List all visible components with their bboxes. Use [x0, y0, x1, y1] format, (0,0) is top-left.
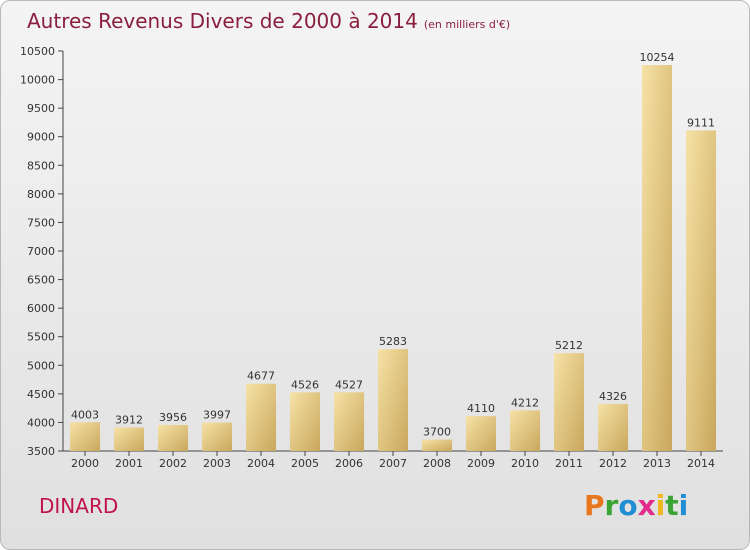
x-tick-label: 2005 — [291, 457, 319, 470]
bar-value-label: 3997 — [203, 409, 231, 422]
chart-title-text: Autres Revenus Divers de 2000 à 2014 — [27, 9, 418, 33]
y-tick-label: 9500 — [27, 102, 55, 115]
x-tick-label: 2012 — [599, 457, 627, 470]
bar-value-label: 3912 — [115, 413, 143, 426]
x-tick-label: 2011 — [555, 457, 583, 470]
y-tick-label: 8500 — [27, 159, 55, 172]
x-tick-label: 2002 — [159, 457, 187, 470]
bar — [334, 392, 364, 451]
logo-letter: i — [655, 489, 666, 522]
y-tick-label: 8000 — [27, 188, 55, 201]
y-tick-label: 3500 — [27, 445, 55, 458]
bar-value-label: 4003 — [71, 408, 99, 421]
bar — [510, 410, 540, 451]
bar — [422, 439, 452, 451]
bar — [378, 349, 408, 451]
x-tick-label: 2003 — [203, 457, 231, 470]
logo-letter: r — [604, 489, 619, 522]
y-tick-label: 7000 — [27, 245, 55, 258]
x-tick-label: 2009 — [467, 457, 495, 470]
logo-letter: t — [665, 489, 679, 522]
bar — [290, 392, 320, 451]
chart-title: Autres Revenus Divers de 2000 à 2014 (en … — [27, 9, 510, 33]
bar — [70, 422, 100, 451]
logo-letter: x — [637, 489, 656, 522]
proxiti-logo: Proxiti — [584, 489, 688, 522]
bar — [466, 416, 496, 451]
y-tick-label: 10000 — [20, 74, 55, 87]
y-tick-label: 10500 — [20, 45, 55, 58]
y-tick-label: 6000 — [27, 302, 55, 315]
y-tick-label: 5000 — [27, 359, 55, 372]
logo-letter: P — [584, 489, 605, 522]
bar — [686, 130, 716, 451]
bar-value-label: 4212 — [511, 396, 539, 409]
city-name: DINARD — [39, 494, 119, 518]
logo-letter: i — [678, 489, 689, 522]
x-tick-label: 2010 — [511, 457, 539, 470]
y-tick-label: 5500 — [27, 331, 55, 344]
bar — [158, 424, 188, 451]
bar-value-label: 9111 — [687, 116, 715, 129]
bar — [202, 422, 232, 451]
bar-value-label: 3956 — [159, 411, 187, 424]
x-tick-label: 2000 — [71, 457, 99, 470]
bar-value-label: 5283 — [379, 335, 407, 348]
bar-value-label: 4527 — [335, 378, 363, 391]
bar — [246, 383, 276, 451]
bar-value-label: 5212 — [555, 339, 583, 352]
chart-subtitle: (en milliers d'€) — [423, 18, 511, 31]
x-tick-label: 2008 — [423, 457, 451, 470]
logo-letter: o — [618, 489, 638, 522]
bar — [114, 427, 144, 451]
bar — [554, 353, 584, 451]
y-tick-label: 9000 — [27, 131, 55, 144]
x-tick-label: 2013 — [643, 457, 671, 470]
bar-value-label: 4326 — [599, 390, 627, 403]
y-tick-label: 7500 — [27, 216, 55, 229]
y-tick-label: 6500 — [27, 274, 55, 287]
bar-value-label: 4677 — [247, 370, 275, 383]
bar-value-label: 10254 — [640, 51, 675, 64]
bar — [642, 65, 672, 452]
x-tick-label: 2006 — [335, 457, 363, 470]
bar-value-label: 3700 — [423, 426, 451, 439]
bar-value-label: 4526 — [291, 378, 319, 391]
x-tick-label: 2004 — [247, 457, 275, 470]
x-tick-label: 2001 — [115, 457, 143, 470]
x-tick-label: 2014 — [687, 457, 715, 470]
bar — [598, 403, 628, 451]
y-tick-label: 4000 — [27, 416, 55, 429]
y-tick-label: 4500 — [27, 388, 55, 401]
x-tick-label: 2007 — [379, 457, 407, 470]
bar-value-label: 4110 — [467, 402, 495, 415]
